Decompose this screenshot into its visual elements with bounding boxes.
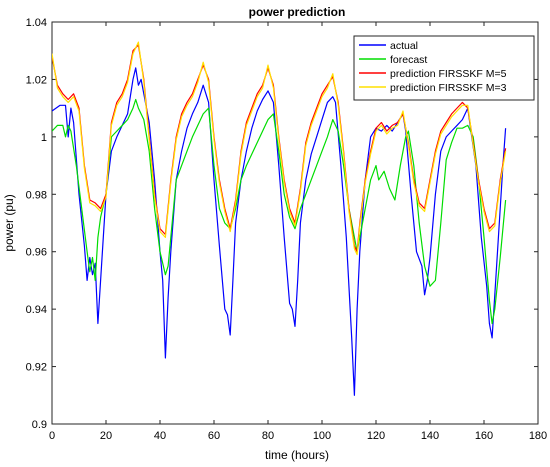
x-tick-label: 40 — [154, 430, 166, 442]
x-tick-label: 120 — [367, 430, 385, 442]
series-line-actual — [52, 67, 507, 396]
legend-label: actual — [390, 40, 418, 52]
y-tick-label: 0.92 — [26, 362, 47, 374]
x-tick-label: 180 — [529, 430, 547, 442]
y-tick-label: 1.02 — [26, 74, 47, 86]
y-tick-label: 1.04 — [26, 17, 47, 29]
legend-label: forecast — [390, 54, 427, 66]
legend-box — [353, 35, 535, 101]
x-tick-label: 160 — [475, 430, 493, 442]
series-line-forecast — [52, 98, 507, 325]
y-tick-label: 1 — [41, 132, 47, 144]
legend-label: prediction FIRSSKF M=5 — [390, 68, 507, 80]
series-line-prediction-firsskf-m-3 — [52, 41, 507, 256]
x-tick-label: 140 — [421, 430, 439, 442]
plot-area: 0 20 40 60 80 100 120 140 160 180 0.9 0.92 0.94 0.96 0… — [26, 17, 548, 442]
x-axis-label: time (hours) — [265, 448, 329, 462]
x-tick-label: 100 — [313, 430, 331, 442]
x-tick-label: 20 — [100, 430, 112, 442]
legend-label: prediction FIRSSKF M=3 — [390, 82, 507, 94]
y-tick-label: 0.94 — [26, 304, 47, 316]
y-axis-label: power (pu) — [2, 194, 16, 251]
y-tick-label: 0.96 — [26, 247, 47, 259]
y-tick-label: 0.9 — [32, 419, 47, 431]
x-tick-label: 60 — [208, 430, 220, 442]
legend: actual forecast prediction FIRSSKF M=5 pred… — [353, 35, 535, 101]
x-tick-label: 80 — [262, 430, 274, 442]
chart-title: power prediction — [249, 5, 346, 19]
axes-box — [51, 21, 539, 425]
y-tick-label: 0.98 — [26, 189, 47, 201]
x-tick-label: 0 — [49, 430, 55, 442]
